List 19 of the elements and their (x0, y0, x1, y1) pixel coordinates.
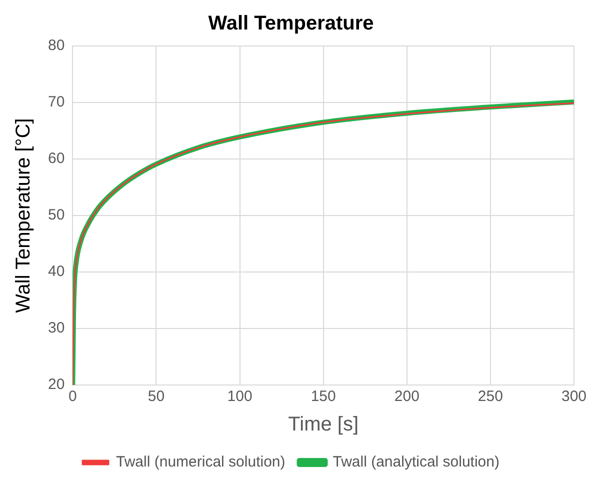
y-tick-label: 50 (48, 206, 65, 224)
x-tick-label: 200 (394, 388, 420, 406)
x-tick-label: 100 (227, 388, 252, 406)
y-tick-label: 80 (48, 37, 65, 54)
y-tick-label: 60 (48, 150, 65, 168)
y-tick-label: 70 (48, 94, 65, 111)
y-tick-label: 30 (48, 320, 65, 337)
chart-title: Wall Temperature (208, 12, 374, 35)
x-tick-label: 300 (561, 388, 587, 406)
x-axis-title: Time [s] (288, 414, 359, 436)
legend-label: Twall (analytical solution) (332, 454, 500, 471)
y-tick-label: 20 (48, 376, 65, 394)
x-tick-label: 250 (478, 388, 503, 406)
legend-label: Twall (numerical solution) (116, 454, 286, 471)
y-tick-label: 40 (48, 263, 65, 280)
y-axis-title: Wall Temperature [°C] (12, 118, 35, 313)
x-tick-label: 50 (148, 388, 165, 406)
x-tick-label: 0 (68, 388, 77, 406)
x-tick-label: 150 (310, 388, 336, 406)
